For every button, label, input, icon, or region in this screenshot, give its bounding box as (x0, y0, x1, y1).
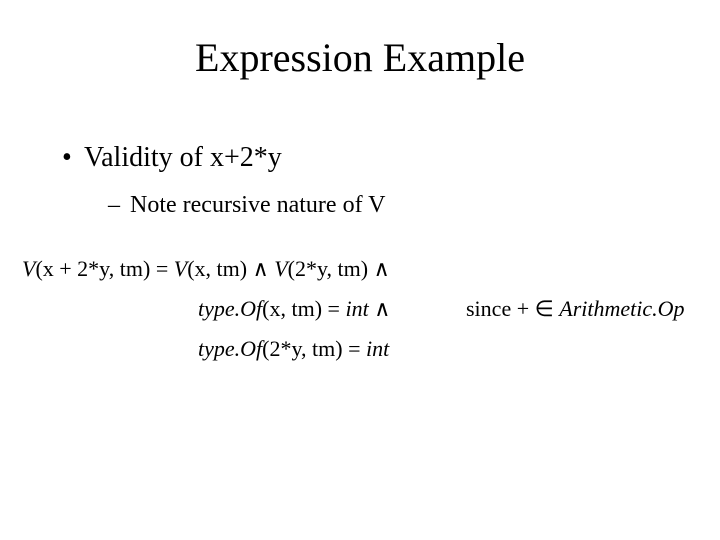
bullet-text: Note recursive nature of V (130, 192, 385, 218)
args: (2*y, tm) (288, 256, 368, 281)
bullet-level-2: –Note recursive nature of V (108, 192, 385, 219)
equals: = (150, 256, 173, 281)
element-of: ∈ (529, 296, 559, 321)
value-int: int (366, 336, 389, 361)
since-clause: since + ∈ Arithmetic.Op (466, 296, 685, 322)
func-typeof: type.Of (198, 296, 262, 321)
func-V: V (174, 256, 187, 281)
args: (x, tm) (262, 296, 322, 321)
bullet-text: Validity of x+2*y (84, 142, 282, 173)
and-op: ∧ (369, 296, 391, 321)
equals: = (322, 296, 345, 321)
func-typeof: type.Of (198, 336, 262, 361)
equals: = (343, 336, 366, 361)
set-name: Arithmetic.Op (559, 296, 684, 321)
args: (x, tm) (187, 256, 247, 281)
bullet-level-1: •Validity of x+2*y (62, 142, 282, 174)
bullet-marker: • (62, 142, 84, 174)
value-int: int (345, 296, 368, 321)
since-label: since (466, 296, 517, 321)
and-op: ∧ (368, 256, 390, 281)
math-line-1: V(x + 2*y, tm) = V(x, tm) ∧ V(2*y, tm) ∧ (22, 256, 390, 282)
func-V: V (22, 256, 35, 281)
and-op: ∧ (247, 256, 274, 281)
slide: Expression Example •Validity of x+2*y –N… (0, 0, 720, 540)
math-line-3: type.Of(2*y, tm) = int (198, 336, 389, 362)
plus-op: + (517, 296, 529, 321)
args: (2*y, tm) (262, 336, 342, 361)
func-V: V (274, 256, 287, 281)
slide-title: Expression Example (0, 34, 720, 81)
math-line-2: type.Of(x, tm) = int ∧ (198, 296, 390, 322)
args: (x + 2*y, tm) (35, 256, 150, 281)
bullet-marker: – (108, 192, 130, 219)
